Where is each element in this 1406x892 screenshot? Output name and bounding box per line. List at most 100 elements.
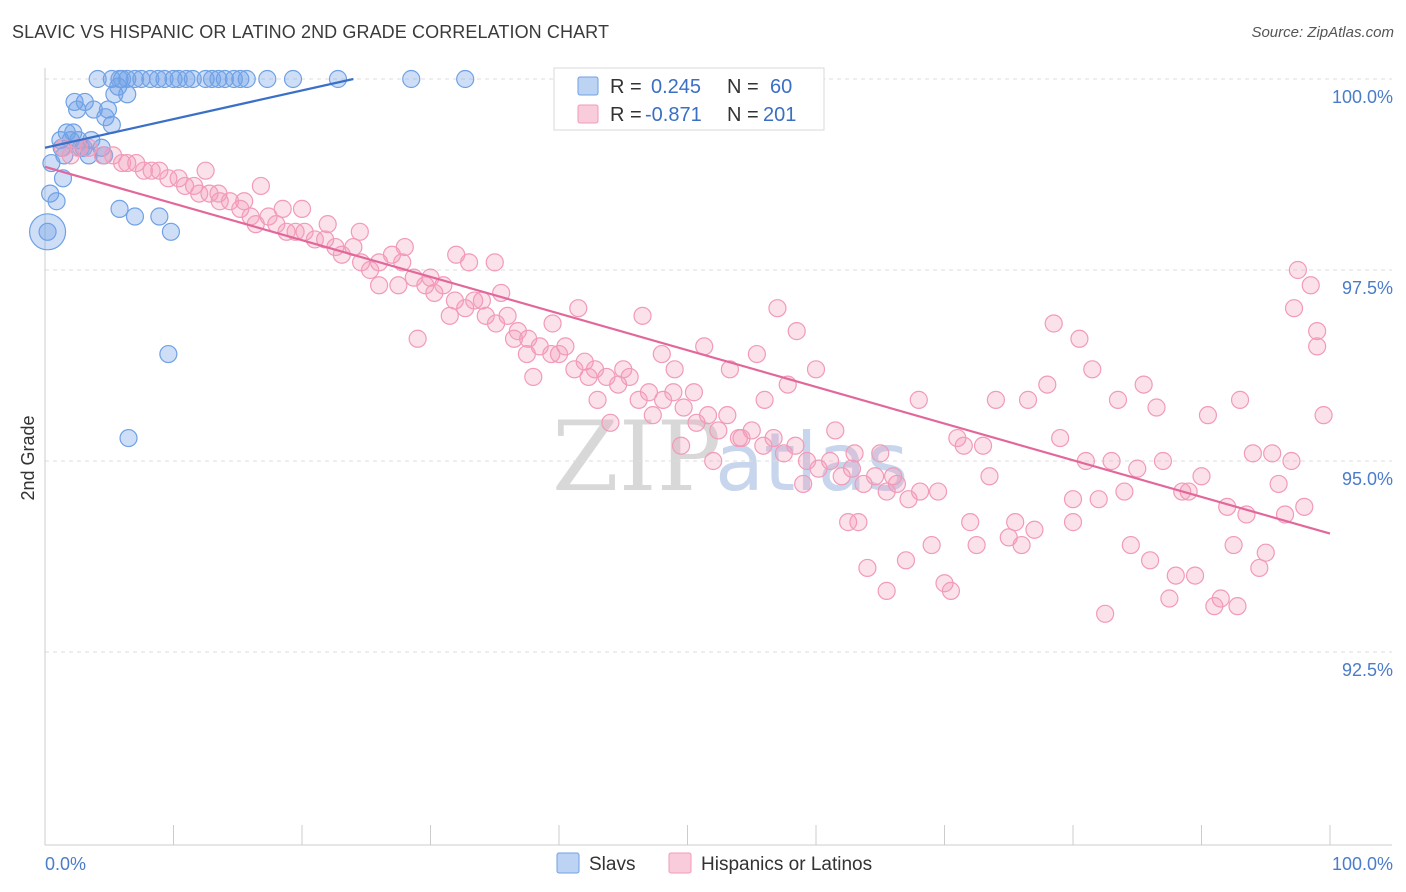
data-point-hispanics <box>465 291 484 310</box>
data-point-hispanics <box>1205 597 1224 616</box>
data-point-hispanics <box>1263 444 1282 463</box>
data-point-slavs <box>258 69 277 89</box>
data-point-hispanics <box>639 383 659 402</box>
data-point-hispanics <box>318 215 337 234</box>
data-point-hispanics <box>871 444 890 463</box>
data-point-slavs <box>110 199 129 218</box>
data-point-hispanics <box>159 169 178 188</box>
data-point-hispanics <box>1224 535 1243 555</box>
data-point-hispanics <box>858 558 877 578</box>
data-point-hispanics <box>1284 299 1304 318</box>
data-point-hispanics <box>190 184 209 203</box>
legend: R = 0.245 N = 60 R = -0.871 N = 201 <box>553 67 825 131</box>
data-point-hispanics <box>1250 558 1269 578</box>
data-point-hispanics <box>849 513 868 532</box>
data-point-hispanics <box>794 474 813 494</box>
data-point-hispanics <box>826 421 845 440</box>
data-point-slavs <box>161 222 181 241</box>
data-point-hispanics <box>93 146 112 165</box>
data-point-hispanics <box>504 329 524 348</box>
data-point-hispanics <box>408 329 427 348</box>
data-point-hispanics <box>1185 566 1205 585</box>
data-point-hispanics <box>259 207 278 226</box>
data-point-hispanics <box>671 436 691 455</box>
data-point-slavs <box>177 69 196 89</box>
series-hispanics <box>53 138 1333 623</box>
data-point-hispanics <box>1089 490 1108 509</box>
data-point-hispanics <box>1269 474 1288 494</box>
data-point-hispanics <box>370 276 389 295</box>
data-point-hispanics <box>112 153 132 173</box>
data-point-hispanics <box>1228 597 1247 616</box>
y-tick-label: 97.5% <box>1342 278 1393 298</box>
trend-line-hispanics <box>44 165 1331 535</box>
data-point-hispanics <box>61 146 80 165</box>
data-point-hispanics <box>395 237 414 257</box>
data-point-hispanics <box>633 306 652 325</box>
data-point-hispanics <box>1230 390 1250 409</box>
y-axis-label: 2nd Grade <box>18 415 38 500</box>
data-point-hispanics <box>517 344 536 364</box>
data-point-hispanics <box>1301 276 1320 295</box>
data-point-slavs <box>28 213 67 251</box>
data-point-hispanics <box>569 299 588 318</box>
legend-n-label-hispanics: N = <box>727 104 759 126</box>
data-point-hispanics <box>967 535 986 555</box>
legend-r-value-slavs: 0.245 <box>651 76 701 98</box>
data-point-slavs <box>231 69 250 89</box>
data-point-hispanics <box>1198 406 1218 425</box>
data-point-slavs <box>88 69 107 89</box>
data-point-hispanics <box>1243 444 1263 463</box>
data-point-hispanics <box>954 436 973 455</box>
data-point-hispanics <box>1012 535 1031 555</box>
data-point-hispanics <box>273 199 292 218</box>
data-point-hispanics <box>1211 589 1230 608</box>
data-point-hispanics <box>652 344 671 364</box>
axes <box>44 68 1392 846</box>
data-point-slavs <box>125 207 145 226</box>
data-point-hispanics <box>935 574 954 593</box>
data-point-hispanics <box>1108 390 1128 409</box>
data-point-hispanics <box>565 360 584 379</box>
legend-n-value-slavs: 60 <box>770 76 792 98</box>
data-point-hispanics <box>909 390 928 409</box>
data-point-hispanics <box>1044 314 1063 333</box>
data-point-slavs <box>164 69 183 89</box>
data-point-hispanics <box>588 390 607 409</box>
data-point-hispanics <box>973 436 993 455</box>
data-point-slavs <box>328 69 348 89</box>
bottom-legend-swatch-hispanics <box>668 852 692 874</box>
data-point-hispanics <box>1006 513 1025 532</box>
y-tick-labels: 92.5% 95.0% 97.5% 100.0% <box>1332 87 1393 680</box>
data-point-hispanics <box>883 467 903 486</box>
data-point-hispanics <box>1025 520 1044 539</box>
data-point-hispanics <box>620 367 639 387</box>
data-point-hispanics <box>1166 566 1185 585</box>
data-point-hispanics <box>235 192 254 211</box>
data-point-slavs <box>96 108 115 127</box>
data-point-hispanics <box>910 482 930 501</box>
data-point-slavs <box>47 192 66 211</box>
data-point-hispanics <box>941 581 961 600</box>
source-label: Source: ZipAtlas.com <box>1251 24 1394 41</box>
chart-title: SLAVIC VS HISPANIC OR LATINO 2ND GRADE C… <box>12 22 610 42</box>
data-point-hispanics <box>698 406 718 425</box>
data-point-hispanics <box>614 360 633 379</box>
data-point-hispanics <box>440 306 459 325</box>
data-point-slavs <box>141 69 160 89</box>
x-tick-labels: 0.0% 100.0% <box>45 854 1393 874</box>
data-point-slavs <box>102 69 121 89</box>
data-point-hispanics <box>389 276 408 295</box>
legend-box <box>553 67 825 131</box>
data-point-slavs <box>79 146 98 165</box>
data-point-hispanics <box>1083 360 1102 379</box>
data-point-slavs <box>112 69 132 89</box>
data-point-hispanics <box>1096 604 1115 623</box>
data-point-hispanics <box>1051 428 1070 448</box>
legend-r-label-slavs: R = <box>610 76 642 98</box>
data-point-hispanics <box>556 337 575 356</box>
data-point-hispanics <box>476 306 495 325</box>
data-point-slavs <box>64 123 83 142</box>
data-point-hispanics <box>845 444 864 463</box>
